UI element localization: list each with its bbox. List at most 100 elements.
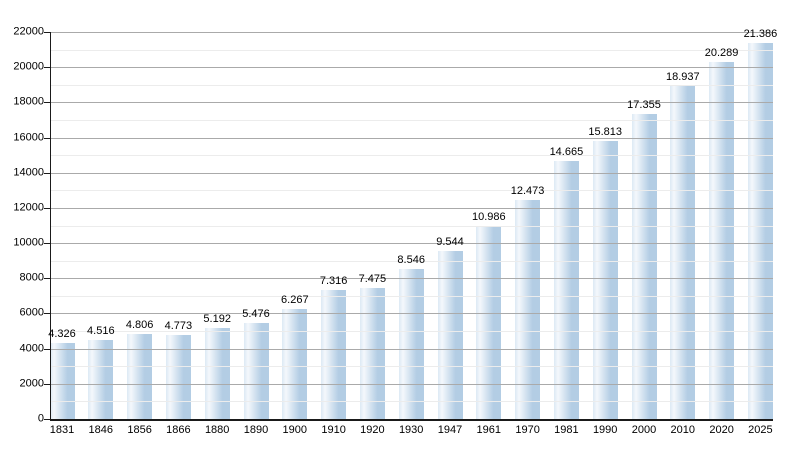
- bar: [747, 42, 773, 419]
- y-tick-label: 0: [37, 412, 44, 425]
- gridline-major: [51, 102, 773, 104]
- bar-value-label: 8.546: [397, 253, 425, 266]
- y-tick-mark: [44, 419, 50, 420]
- y-tick-mark: [44, 32, 50, 33]
- gridline-minor: [51, 366, 773, 368]
- gridline-major: [51, 348, 773, 350]
- y-tick-mark: [44, 102, 50, 104]
- x-tick-label: 1856: [127, 424, 152, 436]
- gridline-major: [51, 32, 773, 33]
- bar-value-label: 7.316: [319, 275, 348, 288]
- bar: [476, 225, 502, 419]
- y-tick-mark: [44, 313, 50, 315]
- y-tick-label: 16000: [13, 131, 44, 144]
- x-tick-label: 1970: [515, 424, 540, 436]
- bar-value-label: 4.773: [164, 320, 193, 333]
- x-tick-label: 1846: [88, 424, 114, 436]
- y-tick-label: 10000: [13, 236, 44, 249]
- gridline-minor: [51, 225, 773, 227]
- y-tick-mark: [44, 172, 50, 174]
- gridline-minor: [51, 331, 773, 333]
- y-tick-label: 20000: [13, 60, 44, 73]
- bar-value-label: 5.192: [203, 312, 231, 325]
- x-axis-line: [50, 419, 773, 421]
- bar-value-label: 4.326: [48, 327, 76, 340]
- bar-value-label: 17.355: [627, 98, 661, 111]
- gridline-minor: [51, 401, 773, 403]
- x-tick-label: 1831: [49, 424, 75, 436]
- x-tick-label: 1866: [166, 424, 191, 436]
- bar-value-label: 20.289: [704, 47, 739, 60]
- y-tick-mark: [44, 348, 50, 350]
- y-axis-line: [50, 32, 51, 420]
- y-tick-mark: [44, 137, 50, 139]
- bar-value-label: 4.806: [125, 319, 154, 332]
- x-tick-label: 2025: [748, 424, 773, 436]
- bar: [437, 251, 463, 419]
- bar: [515, 199, 541, 419]
- bar: [243, 322, 269, 419]
- bar: [204, 327, 230, 419]
- gridline-major: [51, 278, 773, 280]
- bar-value-label: 4.516: [87, 324, 115, 337]
- bar-value-label: 21.386: [743, 27, 778, 40]
- x-tick-label: 2020: [709, 424, 734, 436]
- gridline-minor: [51, 84, 773, 86]
- x-tick-label: 2000: [631, 424, 657, 436]
- y-tick-mark: [44, 383, 50, 385]
- x-tick-label: 1990: [592, 424, 618, 436]
- y-tick-mark: [44, 243, 50, 245]
- bar: [398, 268, 424, 419]
- bar: [321, 290, 347, 419]
- bar: [49, 342, 75, 419]
- x-tick-label: 1880: [204, 424, 230, 436]
- bar-value-label: 7.475: [358, 272, 387, 285]
- bar: [592, 140, 618, 419]
- y-tick-label: 12000: [13, 201, 44, 214]
- x-tick-label: 1947: [437, 424, 463, 436]
- y-tick-label: 14000: [13, 166, 44, 179]
- gridline-major: [51, 243, 773, 245]
- bar-value-label: 18.937: [665, 70, 700, 83]
- y-tick-label: 6000: [19, 306, 44, 319]
- gridline-minor: [51, 49, 773, 51]
- y-tick-mark: [44, 207, 50, 209]
- gridline-minor: [51, 295, 773, 297]
- bar-value-label: 6.267: [281, 293, 309, 306]
- gridline-major: [51, 137, 773, 139]
- x-tick-label: 1961: [476, 424, 502, 436]
- x-tick-label: 1930: [398, 424, 424, 436]
- gridline-minor: [51, 119, 773, 121]
- x-tick-label: 1900: [282, 424, 308, 436]
- x-tick-label: 1920: [360, 424, 385, 436]
- bar: [631, 113, 657, 419]
- y-tick-label: 2000: [19, 377, 44, 390]
- bar: [88, 339, 114, 419]
- bar: [165, 335, 191, 419]
- bar-value-label: 12.473: [510, 184, 545, 197]
- y-tick-mark: [44, 278, 50, 280]
- bar-value-label: 9.544: [436, 236, 464, 249]
- gridline-major: [51, 67, 773, 69]
- gridline-major: [51, 172, 773, 174]
- gridline-minor: [51, 260, 773, 262]
- x-tick-label: 2010: [670, 424, 696, 436]
- bar: [553, 161, 579, 419]
- y-tick-label: 8000: [19, 271, 44, 284]
- x-tick-label: 1910: [321, 424, 346, 436]
- bar-value-label: 14.665: [549, 146, 584, 159]
- bar: [359, 287, 385, 419]
- bar-value-label: 15.813: [588, 125, 623, 138]
- bar: [282, 308, 308, 419]
- bar: [670, 85, 696, 419]
- gridline-major: [51, 383, 773, 385]
- bar-value-label: 5.476: [242, 307, 270, 320]
- bar-value-label: 10.986: [471, 210, 506, 223]
- x-tick-label: 1890: [243, 424, 269, 436]
- y-tick-label: 4000: [19, 342, 44, 355]
- y-tick-mark: [44, 67, 50, 69]
- gridline-major: [51, 313, 773, 315]
- gridline-minor: [51, 155, 773, 157]
